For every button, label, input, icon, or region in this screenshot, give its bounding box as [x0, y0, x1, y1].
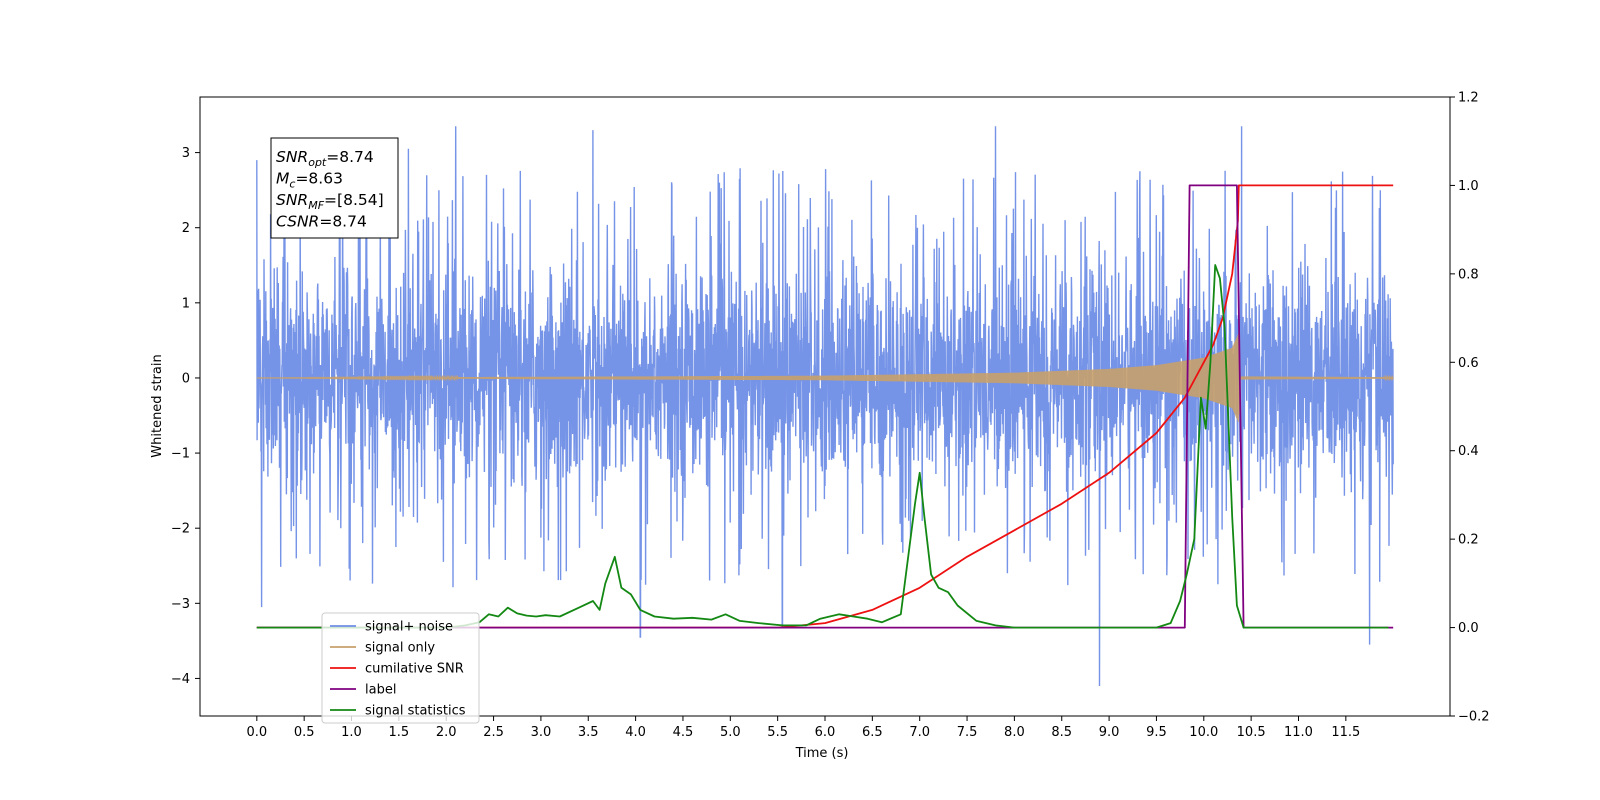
legend-label-signal-statistics: signal statistics [365, 704, 466, 719]
y-right-tick-label: −0.2 [1458, 710, 1490, 725]
annotation-value: =8.74 [319, 213, 367, 231]
annotation-value: =[8.54] [324, 191, 384, 209]
x-tick-label: 10.5 [1237, 725, 1266, 740]
x-axis-label: Time (s) [795, 746, 849, 761]
x-tick-label: 7.0 [909, 725, 930, 740]
y-tick-label: 2 [182, 221, 190, 236]
annotation-text: SNRopt=8.74 Mc=8.63 SNRMF=[8.54] CSNR=8.74 [276, 148, 384, 231]
series-line-signal-only [256, 333, 1394, 422]
x-tick-label: 11.5 [1331, 725, 1360, 740]
x-tick-label: 6.5 [862, 725, 883, 740]
x-tick-label: 0.5 [294, 725, 315, 740]
annotation-symbol: CSNR [276, 213, 319, 231]
x-tick-label: 3.0 [531, 725, 552, 740]
annotation-value: =8.74 [326, 148, 374, 166]
legend-label-signal-noise: signal+ noise [365, 620, 453, 635]
y-right-tick-label: 0.0 [1458, 621, 1479, 636]
legend-label-cumilative-snr: cumilative SNR [365, 662, 464, 677]
y-tick-label: 3 [182, 146, 190, 161]
x-tick-label: 2.0 [436, 725, 457, 740]
annotation-box: SNRopt=8.74 Mc=8.63 SNRMF=[8.54] CSNR=8.74 [270, 137, 399, 239]
x-tick-label: 0.0 [246, 725, 267, 740]
legend-label-signal-only: signal only [365, 641, 435, 656]
y-tick-label: −1 [171, 447, 190, 462]
y-tick-label: −2 [171, 522, 190, 537]
x-tick-label: 4.0 [625, 725, 646, 740]
y-right-tick-label: 0.2 [1458, 533, 1479, 548]
annotation-symbol: SNR [276, 191, 308, 209]
y-axis-label: Whitened strain [150, 354, 165, 457]
legend: signal+ noise signal only cumilative SNR la… [321, 612, 480, 724]
x-tick-label: 6.0 [815, 725, 836, 740]
x-tick-label: 3.5 [578, 725, 599, 740]
x-tick-label: 4.5 [673, 725, 694, 740]
y-tick-label: 0 [182, 371, 190, 386]
annotation-value: =8.63 [295, 170, 343, 188]
x-tick-label: 5.0 [720, 725, 741, 740]
y-right-tick-label: 1.2 [1458, 91, 1479, 106]
y-tick-label: 1 [182, 296, 190, 311]
y-right-tick-label: 0.6 [1458, 356, 1479, 371]
series-line-signal-noise [256, 126, 1394, 687]
y-axis-left: 3 2 1 0 −1 −2 −3 −4 [171, 146, 200, 687]
annotation-subscript: opt [308, 156, 327, 169]
x-tick-label: 11.0 [1284, 725, 1313, 740]
series-line-signal-statistics [256, 264, 1389, 629]
annotation-subscript: c [289, 178, 295, 191]
x-tick-label: 10.0 [1189, 725, 1218, 740]
x-tick-label: 2.5 [483, 725, 504, 740]
x-tick-label: 7.5 [957, 725, 978, 740]
series-line-cumilative-snr [256, 184, 1394, 629]
x-tick-label: 9.0 [1099, 725, 1120, 740]
plot-area [256, 126, 1394, 687]
x-tick-label: 5.5 [767, 725, 788, 740]
y-tick-label: −3 [171, 597, 190, 612]
legend-label-label: label [365, 683, 396, 698]
x-tick-label: 8.5 [1051, 725, 1072, 740]
x-axis: 0.0 0.5 1.0 1.5 2.0 2.5 3.0 3.5 4.0 4.5 5.0 5.5 6.0 6… [246, 716, 1360, 740]
x-tick-label: 1.5 [389, 725, 410, 740]
annotation-subscript: MF [308, 199, 324, 212]
y-tick-label: −4 [171, 672, 190, 687]
y-axis-right: 1.2 1.0 0.8 0.6 0.4 0.2 0.0 −0.2 [1450, 91, 1490, 725]
y-right-tick-label: 0.4 [1458, 444, 1479, 459]
y-right-tick-label: 0.8 [1458, 267, 1479, 282]
x-tick-label: 1.0 [341, 725, 362, 740]
x-tick-label: 8.0 [1004, 725, 1025, 740]
annotation-symbol: M [276, 170, 289, 188]
annotation-symbol: SNR [276, 148, 308, 166]
legend-frame [321, 612, 480, 724]
annotation-frame [270, 137, 399, 239]
y-right-tick-label: 1.0 [1458, 179, 1479, 194]
x-tick-label: 9.5 [1146, 725, 1167, 740]
